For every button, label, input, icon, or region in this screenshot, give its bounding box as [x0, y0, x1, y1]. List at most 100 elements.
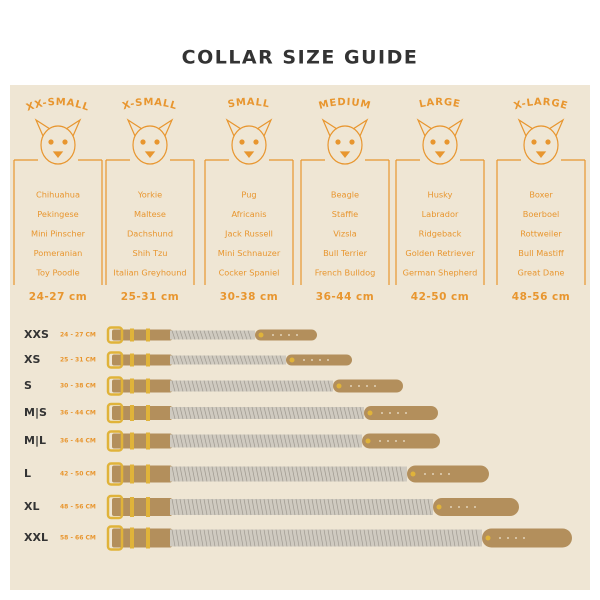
- braid-stripe: [395, 466, 400, 482]
- collar-rivet: [436, 504, 442, 510]
- collar-tip: [255, 329, 317, 341]
- braid-stripe: [323, 529, 328, 547]
- collar-braid: [170, 466, 407, 482]
- dog-face: [523, 125, 559, 165]
- braid-stripe: [263, 498, 268, 516]
- braid-stripe: [351, 529, 356, 547]
- braid-stripe: [247, 498, 252, 516]
- braid-stripe: [175, 434, 180, 448]
- braid-stripe: [183, 529, 188, 547]
- braid-stripe: [307, 406, 312, 420]
- braid-stripe: [203, 466, 208, 482]
- braid-stripe: [175, 380, 180, 392]
- collar-range: 58 - 66 CM: [60, 535, 96, 542]
- braid-stripe: [175, 355, 180, 365]
- dog-face: [40, 125, 76, 165]
- collar-keeper: [146, 405, 150, 421]
- breed: Chihuahua: [36, 190, 80, 200]
- braid-stripe: [311, 434, 316, 448]
- braid-stripe: [175, 529, 180, 547]
- dog-eye: [335, 139, 341, 145]
- braid-stripe: [215, 466, 220, 482]
- braid-stripe: [235, 406, 240, 420]
- collar-size: XS: [24, 353, 40, 366]
- braid-stripe: [291, 380, 296, 392]
- collar-keeper: [130, 497, 134, 517]
- size-header: X-SMALL: [121, 97, 179, 112]
- braid-stripe: [335, 434, 340, 448]
- collar-hole: [280, 334, 282, 336]
- braid-stripe: [311, 406, 316, 420]
- braid-stripe: [227, 529, 232, 547]
- braid-stripe: [335, 466, 340, 482]
- braid-stripe: [343, 406, 348, 420]
- braid-stripe: [287, 529, 292, 547]
- braid-stripe: [263, 466, 268, 482]
- size-header-text: X-LARGE: [513, 97, 569, 112]
- braid-stripe: [231, 529, 236, 547]
- braid-stripe: [207, 434, 212, 448]
- braid-stripe: [199, 406, 204, 420]
- collar-keeper: [130, 527, 134, 549]
- braid-stripe: [199, 529, 204, 547]
- collar-hole: [432, 473, 434, 475]
- braid-stripe: [319, 466, 324, 482]
- braid-stripe: [435, 529, 440, 547]
- dog-eye: [430, 139, 436, 145]
- braid-stripe: [347, 529, 352, 547]
- dog-eye: [154, 139, 160, 145]
- size-header: MEDIUM: [318, 97, 373, 112]
- breed: Africanis: [231, 209, 266, 219]
- braid-stripe: [375, 498, 380, 516]
- braid-stripe: [223, 529, 228, 547]
- braid-stripe: [463, 529, 468, 547]
- dog-ears: [34, 118, 82, 137]
- dog-icon: [321, 118, 369, 165]
- collar-strap: [112, 379, 172, 393]
- braid-stripe: [199, 355, 204, 365]
- braid-stripe: [219, 466, 224, 482]
- braid-stripe: [175, 406, 180, 420]
- braid-stripe: [347, 406, 352, 420]
- braid-stripe: [467, 529, 472, 547]
- braid-stripe: [343, 466, 348, 482]
- collar-size: XL: [24, 500, 40, 513]
- collar-hole: [403, 440, 405, 442]
- braid-stripe: [283, 498, 288, 516]
- braid-stripe: [355, 434, 360, 448]
- braid-stripe: [283, 406, 288, 420]
- braid-stripe: [275, 466, 280, 482]
- braid-stripe: [287, 380, 292, 392]
- braid-stripe: [187, 355, 192, 365]
- collar-rivet: [258, 332, 264, 338]
- collar-hole: [303, 359, 305, 361]
- braid-stripe: [207, 355, 212, 365]
- braid-stripe: [307, 498, 312, 516]
- braid-stripe: [195, 330, 200, 340]
- braid-stripe: [239, 330, 244, 340]
- collar-tip: [433, 498, 519, 516]
- braid-stripe: [215, 330, 220, 340]
- braid-stripe: [335, 406, 340, 420]
- braid-stripe: [183, 434, 188, 448]
- dog-ears: [517, 118, 565, 137]
- collar-range: 24 - 27 CM: [60, 332, 96, 339]
- braid-stripe: [327, 466, 332, 482]
- breed: Rottweiler: [520, 229, 562, 239]
- braid-stripe: [275, 498, 280, 516]
- braid-stripe: [443, 529, 448, 547]
- collar-strap: [112, 406, 172, 420]
- braid-stripe: [471, 529, 476, 547]
- braid-stripe: [371, 498, 376, 516]
- braid-stripe: [407, 498, 412, 516]
- braid-stripe: [279, 380, 284, 392]
- braid-stripe: [195, 355, 200, 365]
- collar-keeper: [130, 328, 134, 342]
- braid-stripe: [191, 529, 196, 547]
- braid-stripe: [287, 434, 292, 448]
- braid-stripe: [347, 466, 352, 482]
- braid-stripe: [287, 466, 292, 482]
- braid-stripe: [259, 498, 264, 516]
- dog-eye: [531, 139, 537, 145]
- braid-stripe: [363, 529, 368, 547]
